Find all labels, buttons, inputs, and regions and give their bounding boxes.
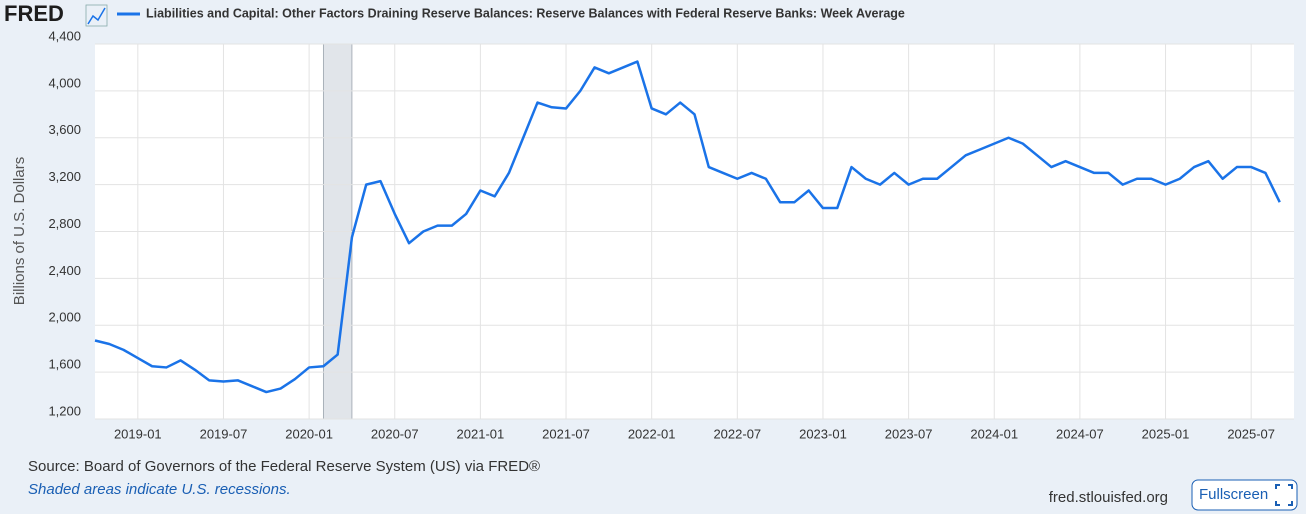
fullscreen-label[interactable]: Fullscreen — [1199, 486, 1268, 503]
recession-note: Shaded areas indicate U.S. recessions. — [28, 481, 291, 498]
x-tick-label: 2022-07 — [713, 426, 761, 441]
y-tick-label: 2,000 — [48, 310, 81, 325]
x-tick-label: 2024-07 — [1056, 426, 1104, 441]
source-note: Source: Board of Governors of the Federa… — [28, 458, 540, 475]
legend-label: Liabilities and Capital: Other Factors D… — [146, 6, 905, 20]
y-axis-label: Billions of U.S. Dollars — [11, 157, 28, 305]
y-tick-label: 4,000 — [48, 75, 81, 90]
logo-icon-frame — [85, 4, 108, 27]
x-tick-label: 2022-01 — [628, 426, 676, 441]
x-tick-label: 2019-07 — [200, 426, 248, 441]
x-tick-label: 2020-01 — [285, 426, 333, 441]
site-url: fred.stlouisfed.org — [1049, 489, 1168, 506]
x-tick-label: 2025-01 — [1142, 426, 1190, 441]
y-tick-label: 1,600 — [48, 357, 81, 372]
x-tick-label: 2025-07 — [1227, 426, 1275, 441]
x-tick-label: 2021-01 — [457, 426, 505, 441]
y-tick-label: 1,200 — [48, 403, 81, 418]
fullscreen-button[interactable] — [1191, 479, 1298, 511]
y-tick-label: 4,400 — [48, 28, 81, 43]
logo-icon — [87, 7, 106, 25]
x-tick-label: 2021-07 — [542, 426, 590, 441]
brand-logo: FRED — [4, 1, 64, 26]
y-tick-label: 2,400 — [48, 263, 81, 278]
x-tick-label: 2020-07 — [371, 426, 419, 441]
fullscreen-icon[interactable] — [1275, 484, 1293, 506]
x-tick-label: 2023-07 — [885, 426, 933, 441]
x-tick-label: 2019-01 — [114, 426, 162, 441]
y-tick-label: 3,600 — [48, 122, 81, 137]
x-tick-label: 2024-01 — [970, 426, 1018, 441]
data-line — [94, 60, 1281, 394]
y-tick-label: 2,800 — [48, 216, 81, 231]
x-tick-label: 2023-01 — [799, 426, 847, 441]
y-tick-label: 3,200 — [48, 169, 81, 184]
